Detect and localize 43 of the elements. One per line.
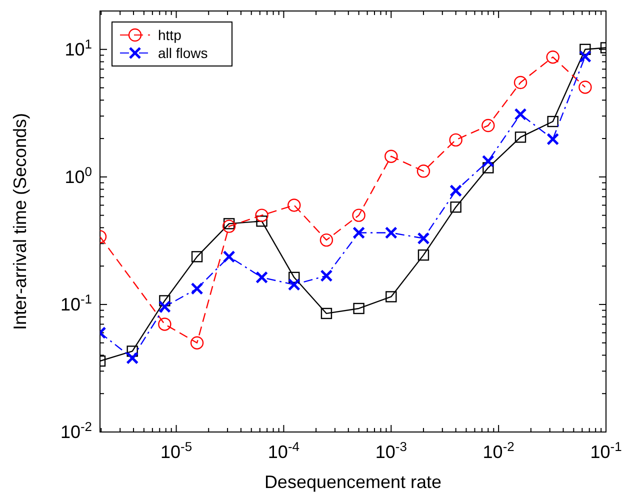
point	[223, 218, 235, 230]
point	[482, 154, 494, 168]
point	[256, 271, 268, 284]
point	[288, 278, 300, 291]
point	[418, 249, 430, 261]
point	[580, 44, 591, 55]
point	[482, 162, 494, 174]
point	[417, 232, 430, 245]
point	[546, 132, 560, 146]
point	[514, 132, 526, 143]
point	[158, 300, 171, 313]
point	[450, 184, 462, 197]
point	[190, 282, 204, 295]
point	[256, 216, 268, 227]
x-tick-label: 10$^{-1}$	[590, 438, 622, 462]
legend-label: http	[158, 27, 182, 43]
point	[288, 272, 300, 283]
x-axis-title: Desequencement rate	[264, 472, 442, 492]
point	[191, 251, 203, 262]
point	[222, 250, 236, 263]
point	[320, 308, 332, 320]
x-tick-label: 10$^{-5}$	[160, 438, 192, 462]
point	[547, 116, 558, 128]
point	[320, 269, 333, 282]
x-tick-label: 10$^{-4}$	[268, 438, 300, 462]
point	[450, 202, 462, 213]
x-tick-label: 10$^{-3}$	[375, 438, 407, 462]
point	[126, 346, 138, 357]
point	[384, 226, 398, 239]
y-tick-label: 10$^{-1}$	[60, 290, 92, 314]
legend-label: all flows	[158, 45, 208, 61]
y-tick-label: 10$^{-2}$	[60, 418, 92, 442]
y-axis-title: Inter-arrival time (Seconds)	[10, 112, 30, 330]
point	[578, 50, 592, 63]
point	[352, 226, 366, 239]
point	[386, 291, 397, 302]
y-tick-label: 10$^{1}$	[64, 36, 92, 60]
point	[159, 295, 170, 306]
y-tick-label: 10$^{0}$	[64, 163, 92, 187]
x-tick-label: 10$^{-2}$	[482, 438, 514, 462]
point	[514, 108, 527, 121]
point	[353, 302, 364, 314]
point	[126, 352, 139, 364]
